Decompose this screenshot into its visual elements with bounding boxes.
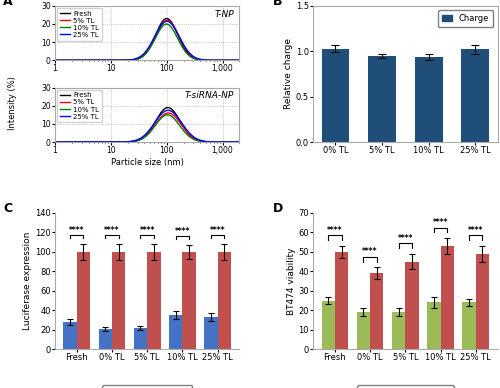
- Bar: [218, 252, 231, 349]
- Bar: [64, 322, 77, 349]
- Text: ****: ****: [398, 234, 413, 242]
- Bar: [322, 48, 349, 142]
- Bar: [182, 252, 196, 349]
- Y-axis label: BT474 viability: BT474 viability: [286, 247, 296, 315]
- Legend: Fresh, 5% TL, 10% TL, 25% TL: Fresh, 5% TL, 10% TL, 25% TL: [57, 90, 102, 122]
- Y-axis label: Relative charge: Relative charge: [284, 38, 293, 109]
- Text: ****: ****: [433, 218, 448, 227]
- Bar: [440, 246, 454, 349]
- Bar: [98, 329, 112, 349]
- Text: T-siRNA-NP: T-siRNA-NP: [184, 92, 234, 100]
- Legend: Charge: Charge: [438, 10, 494, 27]
- Bar: [77, 252, 90, 349]
- Text: Intensity (%): Intensity (%): [8, 76, 17, 130]
- Text: ****: ****: [104, 226, 120, 235]
- Bar: [368, 56, 396, 142]
- Text: ****: ****: [468, 226, 483, 235]
- Bar: [204, 317, 218, 349]
- Text: ****: ****: [362, 247, 378, 256]
- Text: B: B: [272, 0, 282, 8]
- Text: ****: ****: [69, 226, 84, 235]
- Text: C: C: [4, 202, 13, 215]
- Legend: siHER2, siSCR: siHER2, siSCR: [357, 385, 454, 388]
- Y-axis label: Luciferase expression: Luciferase expression: [24, 232, 32, 330]
- Bar: [476, 254, 489, 349]
- Bar: [461, 49, 489, 142]
- Bar: [112, 252, 126, 349]
- Text: ****: ****: [210, 226, 226, 235]
- Bar: [414, 57, 442, 142]
- Text: T-NP: T-NP: [214, 10, 234, 19]
- Text: ****: ****: [327, 226, 342, 235]
- Bar: [427, 303, 440, 349]
- X-axis label: Particle size (nm): Particle size (nm): [111, 158, 184, 167]
- Legend: Fresh, 5% TL, 10% TL, 25% TL: Fresh, 5% TL, 10% TL, 25% TL: [57, 8, 102, 41]
- Bar: [392, 312, 406, 349]
- Bar: [462, 303, 475, 349]
- Bar: [335, 252, 348, 349]
- Legend: siLUC, siSCR: siLUC, siSCR: [102, 385, 192, 388]
- Bar: [169, 315, 182, 349]
- Text: D: D: [272, 202, 283, 215]
- Bar: [147, 252, 160, 349]
- Bar: [356, 312, 370, 349]
- Text: ****: ****: [140, 226, 155, 235]
- Bar: [134, 328, 147, 349]
- Bar: [406, 262, 418, 349]
- Bar: [322, 301, 335, 349]
- Text: A: A: [4, 0, 13, 8]
- Text: ****: ****: [174, 227, 190, 236]
- Bar: [370, 273, 384, 349]
